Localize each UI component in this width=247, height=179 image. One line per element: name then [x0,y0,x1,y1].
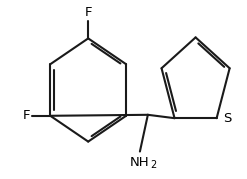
Text: F: F [84,6,92,19]
Text: NH: NH [130,156,150,169]
Text: F: F [22,109,30,122]
Text: S: S [223,112,231,125]
Text: 2: 2 [150,160,157,170]
